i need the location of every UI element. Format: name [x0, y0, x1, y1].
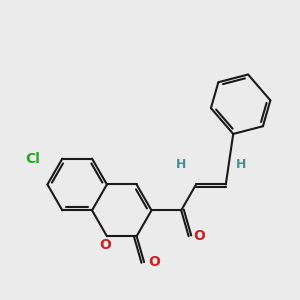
Text: O: O: [148, 255, 160, 269]
Text: O: O: [193, 229, 205, 243]
Text: O: O: [100, 238, 111, 252]
Text: Cl: Cl: [25, 152, 40, 166]
Text: H: H: [176, 158, 186, 171]
Text: H: H: [236, 158, 246, 171]
